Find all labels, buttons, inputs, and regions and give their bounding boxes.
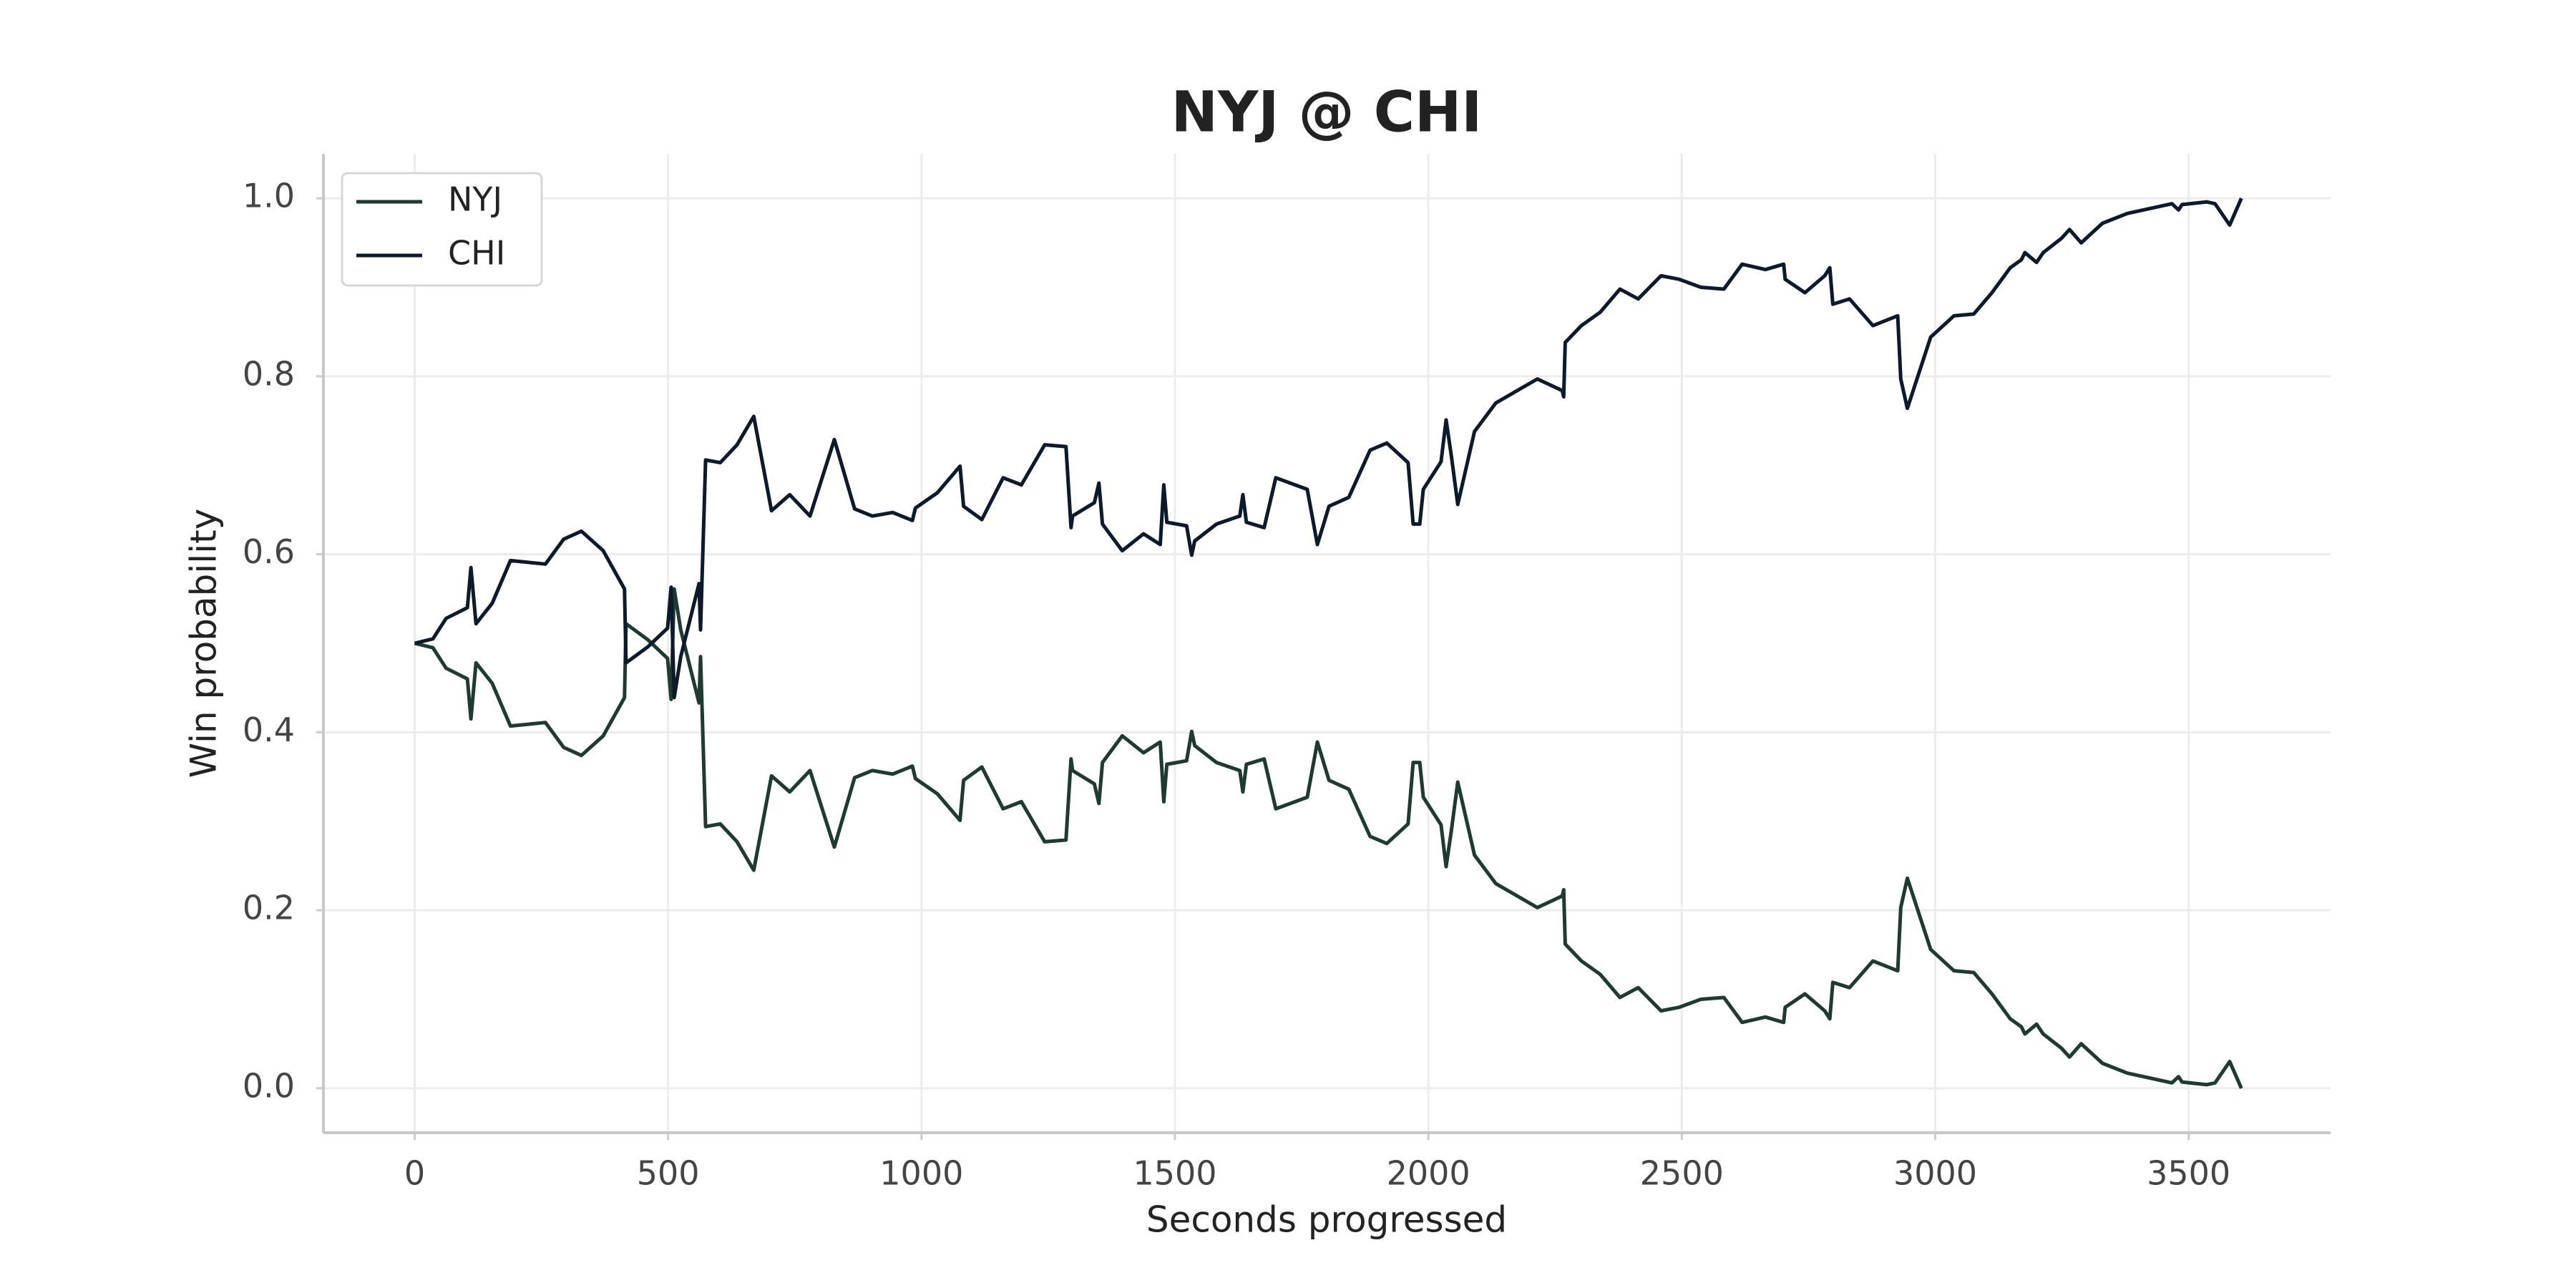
x-tick-label: 3000 (1893, 1154, 1977, 1193)
x-tick-label: 3500 (2147, 1154, 2230, 1193)
x-tick-label: 500 (637, 1154, 700, 1193)
grid (323, 154, 2331, 1133)
x-axis-label: Seconds progressed (1146, 1199, 1507, 1241)
x-tick-label: 1500 (1133, 1154, 1216, 1193)
y-tick-label: 0.0 (243, 1066, 295, 1105)
chart-title: NYJ @ CHI (1171, 80, 1483, 145)
legend-label: NYJ (448, 180, 502, 219)
y-tick-label: 0.4 (243, 711, 295, 749)
y-tick-label: 0.2 (243, 889, 295, 927)
x-tick-label: 1000 (879, 1154, 963, 1193)
y-tick-label: 0.8 (243, 354, 295, 393)
y-tick-label: 0.6 (243, 532, 295, 571)
y-axis-label: Win probability (183, 509, 225, 779)
legend-box (341, 172, 543, 287)
x-tick-label: 2500 (1640, 1154, 1724, 1193)
legend: NYJ CHI (341, 172, 543, 287)
series-line (414, 587, 2243, 1089)
x-tick-label: 0 (404, 1154, 425, 1193)
x-tick-label: 2000 (1387, 1154, 1470, 1193)
legend-label: CHI (448, 234, 505, 273)
series-line (414, 197, 2243, 700)
y-tick-label: 1.0 (243, 177, 295, 215)
